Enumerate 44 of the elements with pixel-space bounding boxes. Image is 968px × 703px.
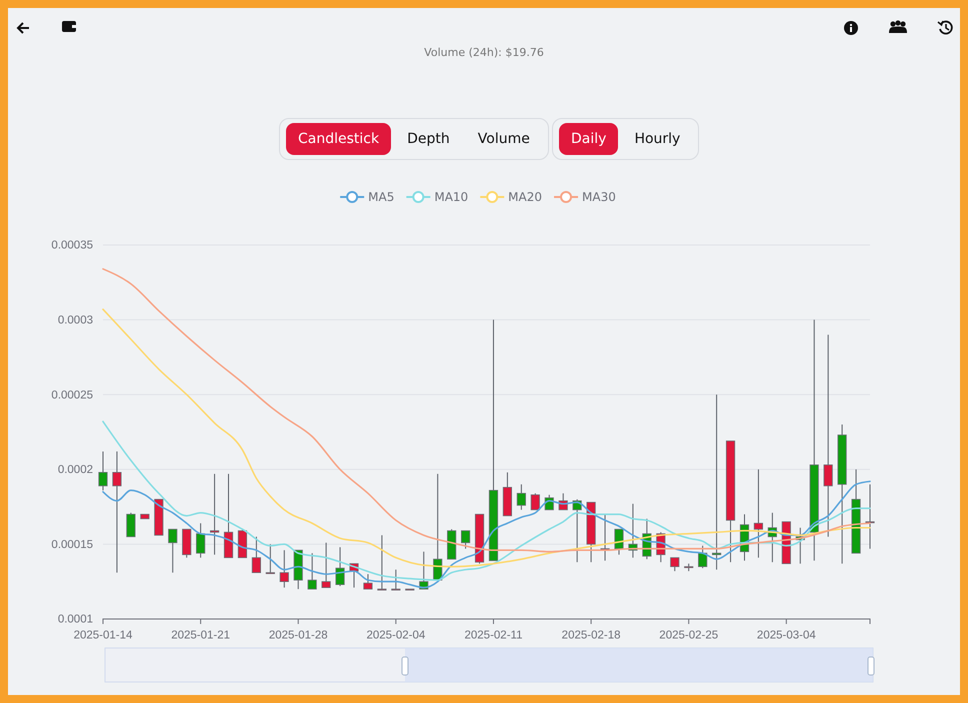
candlestick [530, 492, 540, 510]
candlestick [824, 334, 833, 538]
y-tick-label: 0.00035 [51, 240, 93, 252]
y-tick-label: 0.00025 [51, 389, 93, 402]
candlestick [308, 552, 317, 590]
candlestick [126, 512, 136, 538]
x-tick-label: 2025-01-28 [268, 630, 328, 642]
x-tick-label: 2025-01-14 [74, 630, 134, 642]
y-tick-label: 0.00015 [51, 538, 93, 551]
line-series [102, 308, 871, 568]
candlestick [391, 569, 400, 590]
line-series [102, 480, 871, 588]
button-group: Candlestick Depth Volume [279, 118, 549, 160]
candlestick [461, 530, 470, 550]
candlestick [266, 544, 275, 574]
chart-subtitle: Volume (24h): $19.76 [423, 46, 545, 59]
candlestick [322, 542, 331, 588]
legend-label: MA10 [434, 190, 468, 204]
x-tick-label: 2025-02-25 [659, 630, 718, 642]
candlestick [112, 450, 122, 574]
line-series [102, 420, 871, 581]
legend-label: MA20 [508, 190, 542, 204]
x-tick-label: 2025-03-04 [756, 630, 816, 642]
button-group: Daily Hourly [552, 118, 700, 160]
candlestick [754, 468, 764, 558]
candlestick [252, 536, 261, 574]
x-tick-label: 2025-02-11 [464, 630, 522, 642]
x-tick-label: 2025-02-04 [366, 630, 426, 642]
legend-label: MA5 [368, 190, 394, 204]
y-tick-label: 0.0001 [58, 614, 93, 626]
candlestick [280, 550, 289, 588]
candlestick [670, 557, 680, 572]
candlestick [335, 546, 345, 587]
x-tick-label: 2025-01-21 [171, 630, 230, 642]
candlestick [98, 450, 108, 491]
y-tick-label: 0.0003 [58, 314, 93, 326]
candlestick [516, 484, 526, 510]
candlestick [377, 534, 386, 590]
candlestick [168, 528, 178, 574]
candlestick [363, 574, 373, 590]
candlestick [196, 522, 206, 558]
y-tick-label: 0.0002 [58, 464, 93, 476]
x-tick-label: 2025-02-18 [562, 630, 621, 642]
legend-label: MA30 [582, 190, 616, 204]
